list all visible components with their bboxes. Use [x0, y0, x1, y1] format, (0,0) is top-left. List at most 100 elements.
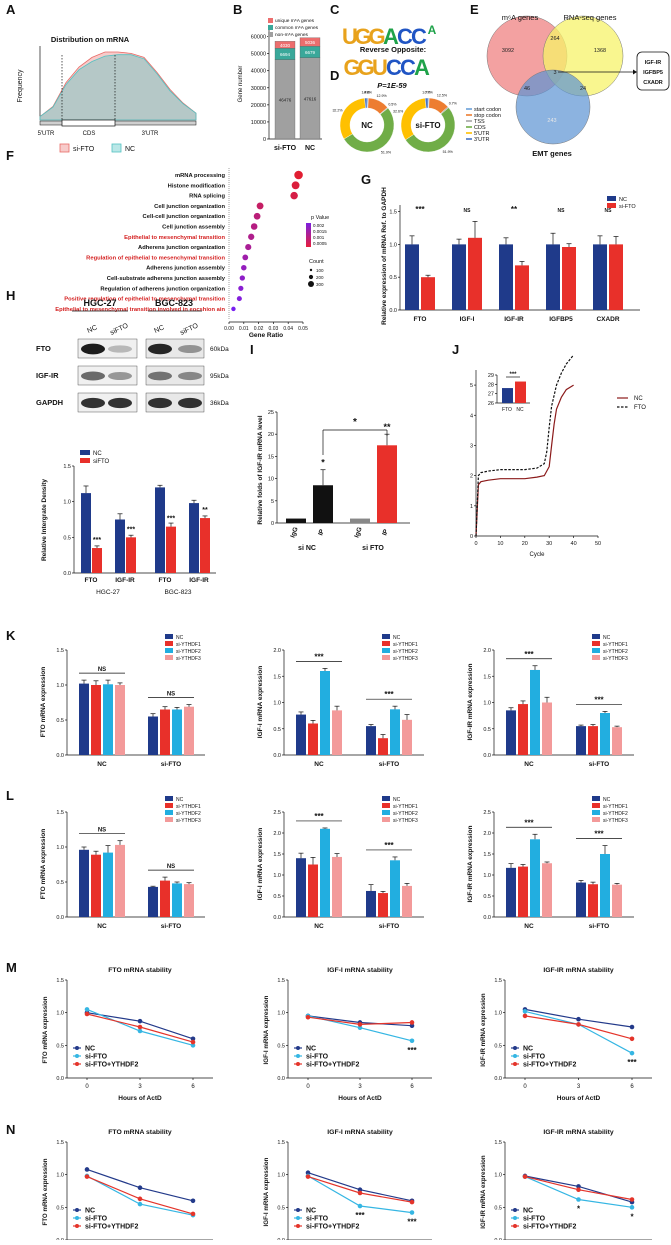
chart-h-group-label: HGC-27: [96, 589, 120, 596]
chart-h-sig: ***: [127, 526, 135, 533]
chart-n-legend-marker: [296, 1208, 300, 1212]
chart-b-bar-label: 5036: [305, 40, 316, 45]
chart-c-motif-letter: G: [354, 24, 371, 49]
chart-e-set-label: m⁶A genes: [502, 13, 539, 22]
chart-k-bar: [588, 726, 598, 755]
chart-l-y-tick-label: 0.5: [273, 894, 281, 900]
chart-f-dot: [245, 244, 252, 251]
chart-m-legend-label: NC: [523, 1046, 533, 1053]
chart-m-point: [629, 1024, 635, 1030]
chart-b-x-label: NC: [305, 145, 315, 152]
panel-letter-L: L: [6, 788, 14, 803]
chart-l-x-label: si-FTO: [379, 923, 399, 930]
chart-n-legend-label: si-FTO+YTHDF2: [306, 1224, 359, 1231]
chart-g-x-label: FTO: [414, 316, 427, 323]
chart-k-sig: ***: [594, 695, 604, 704]
chart-l-y-tick-label: 1.0: [56, 845, 64, 851]
chart-g-bar: [593, 244, 607, 310]
chart-j-inset-y-tick-label: 26: [488, 401, 494, 407]
chart-f-term-label: Cell junction assembly: [162, 225, 226, 231]
chart-g-sig: NS: [558, 208, 566, 214]
chart-d-slice-label: 32.2%: [332, 109, 343, 113]
chart-f-term-label: Regulation of epithelial to mesenchymal …: [86, 255, 225, 261]
chart-a-region-label: 3'UTR: [142, 131, 159, 137]
chart-g-sig: **: [511, 205, 518, 214]
chart-e-count: 3092: [502, 48, 514, 54]
chart-n-point: [190, 1211, 196, 1217]
chart-n-ylabel: IGF-I mRNA expression: [263, 1157, 270, 1226]
chart-h-sig: **: [202, 507, 208, 514]
chart-m-point: [409, 1023, 415, 1029]
chart-m-legend-label: si-FTO: [523, 1054, 546, 1061]
chart-m-point: [522, 1009, 528, 1014]
chart-k-legend-label: si-YTHDF3: [393, 656, 418, 662]
chart-f-x-tick-label: 0.02: [254, 326, 264, 332]
chart-b-bar-label: 47616: [304, 96, 317, 101]
chart-m-title: IGF-I mRNA stability: [327, 967, 393, 974]
chart-h-lane-label: siFTO: [109, 322, 130, 337]
chart-k-legend-label: si-YTHDF2: [176, 649, 201, 655]
chart-b-bar-label: 4030: [280, 43, 291, 48]
chart-l-legend-label: si-YTHDF3: [176, 818, 201, 824]
chart-j-x-tick-label: 40: [571, 541, 577, 547]
chart-k-bar: [320, 671, 330, 755]
chart-h-legend-swatch: [80, 458, 90, 463]
chart-l-bar: [296, 858, 306, 917]
chart-d-slice-label: 12.5%: [437, 94, 448, 98]
chart-l-bar: [320, 828, 330, 917]
chart-l-legend-label: si-YTHDF2: [176, 811, 201, 817]
chart-h-sig: ***: [167, 516, 175, 523]
chart-i-x-label: IP: [381, 528, 390, 537]
chart-k-bar: [148, 716, 158, 755]
chart-n-y-tick-label: 0.5: [494, 1205, 502, 1211]
chart-l-sig: ***: [524, 818, 534, 827]
chart-l-sig: ***: [314, 812, 324, 821]
chart-l-legend-swatch: [592, 817, 600, 822]
chart-g-legend-swatch: [607, 196, 616, 201]
chart-e-count: 3: [553, 70, 556, 76]
chart-n-y-tick-label: 1.0: [494, 1173, 502, 1179]
chart-j-inset-y-tick-label: 29: [488, 373, 494, 379]
chart-m-y-tick-label: 1.5: [494, 978, 502, 984]
chart-m-point: [357, 1022, 363, 1027]
chart-c-motif-letter: A: [428, 23, 437, 37]
chart-m-sig: ***: [407, 1046, 417, 1055]
chart-k-bar: [518, 704, 528, 755]
chart-h-cell-label: HGC-27: [83, 298, 116, 308]
chart-k-legend-swatch: [165, 641, 173, 646]
chart-l-legend-swatch: [592, 803, 600, 808]
chart-b-bar-label: 6694: [280, 52, 291, 57]
chart-k-legend-label: si-YTHDF1: [603, 642, 628, 648]
chart-n-point: [576, 1197, 581, 1202]
chart-j-inset-x-label: FTO: [502, 407, 512, 413]
chart-k-sig: NS: [98, 667, 106, 673]
chart-m-legend-marker: [75, 1054, 79, 1058]
chart-g-y-tick-label: 1.5: [389, 210, 397, 216]
chart-n-point: [576, 1187, 581, 1192]
chart-d-legend-label: start codon: [474, 107, 501, 113]
chart-l-legend-swatch: [592, 810, 600, 815]
chart-m-y-tick-label: 1.0: [56, 1011, 64, 1017]
chart-i-y-tick-label: 5: [271, 499, 274, 505]
chart-k-x-label: si-FTO: [379, 761, 399, 768]
chart-h-blot-band: [108, 372, 132, 380]
chart-n-point: [409, 1210, 415, 1215]
chart-c-pvalue: P=1E-59: [377, 81, 407, 90]
chart-j-inset-bar: [502, 388, 513, 403]
chart-k-legend-label: si-YTHDF3: [603, 656, 628, 662]
chart-b-y-tick-label: 10000: [251, 120, 266, 126]
chart-k-y-tick-label: 0.5: [483, 727, 491, 733]
chart-m-title: FTO mRNA stability: [108, 967, 172, 974]
chart-i-bar: [377, 445, 397, 523]
chart-n-legend-marker: [513, 1208, 517, 1212]
chart-n-y-tick-label: 0.5: [277, 1205, 285, 1211]
chart-m-point: [629, 1036, 635, 1042]
chart-e-arrow-head: [633, 69, 637, 75]
chart-l-x-label: si-FTO: [589, 923, 609, 930]
chart-f-x-tick-label: 0.00: [224, 326, 234, 332]
chart-n-ylabel: FTO mRNA expression: [42, 1158, 49, 1225]
chart-f-dot: [294, 170, 303, 180]
chart-k-y-tick-label: 1.5: [483, 674, 491, 680]
chart-m-legend-marker: [296, 1062, 300, 1066]
chart-m-point: [84, 1007, 90, 1012]
